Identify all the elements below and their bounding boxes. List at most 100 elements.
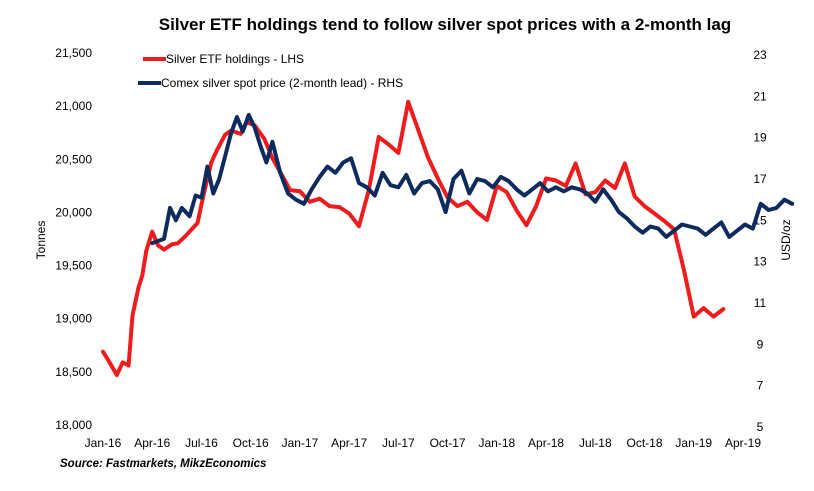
data-point	[348, 212, 351, 215]
data-point	[102, 350, 104, 353]
data-point	[358, 182, 360, 184]
data-point	[752, 227, 754, 230]
data-point	[460, 169, 463, 172]
data-point	[531, 188, 534, 191]
left-axis-tick-label: 18,000	[55, 418, 92, 432]
data-point	[767, 209, 770, 211]
source-note: Source: Fastmarkets, MikzEconomics	[60, 458, 266, 470]
data-point	[259, 145, 262, 147]
data-point	[271, 141, 274, 143]
data-point	[456, 205, 459, 207]
data-point	[377, 136, 380, 138]
right-axis-tick-label: 19	[753, 131, 767, 145]
data-point	[545, 177, 547, 180]
data-point	[437, 177, 439, 180]
right-axis-tick-label: 9	[757, 337, 764, 351]
data-point	[407, 101, 410, 103]
right-axis-tick-label: 7	[757, 379, 764, 393]
x-axis-tick-label: Apr-18	[528, 436, 564, 450]
x-axis-tick-label: Jan-19	[675, 436, 712, 450]
chart-title: Silver ETF holdings tend to follow silve…	[159, 15, 731, 34]
data-point	[224, 155, 226, 158]
data-point	[641, 231, 644, 234]
data-point	[525, 224, 528, 226]
data-point	[610, 198, 612, 201]
left-axis-tick-label: 20,000	[55, 205, 92, 219]
left-axis-tick-label: 18,500	[55, 365, 92, 379]
data-point	[350, 157, 352, 160]
left-axis-tick-label: 21,500	[55, 46, 92, 60]
data-point	[476, 178, 479, 180]
data-point	[759, 203, 762, 205]
data-point	[421, 182, 423, 184]
data-point	[791, 203, 793, 205]
data-point	[468, 192, 471, 195]
data-point	[334, 172, 337, 174]
data-point	[218, 178, 220, 180]
data-point	[200, 196, 203, 199]
data-point	[279, 172, 282, 174]
data-point	[663, 220, 665, 222]
data-point	[466, 201, 469, 203]
data-point	[163, 248, 165, 251]
data-point	[342, 161, 345, 164]
data-point	[649, 225, 652, 228]
data-point	[210, 161, 213, 164]
data-point	[163, 238, 165, 240]
data-point	[704, 234, 707, 236]
data-point	[565, 185, 567, 187]
right-axis-title: USD/oz	[779, 219, 793, 260]
data-point	[693, 315, 695, 318]
left-axis-title: Tonnes	[34, 221, 48, 260]
data-point	[570, 186, 573, 189]
data-point	[594, 200, 597, 203]
data-point	[188, 215, 191, 217]
data-point	[318, 197, 321, 200]
data-point	[212, 192, 215, 195]
x-axis-tick-label: Apr-17	[331, 436, 367, 450]
data-point	[523, 194, 526, 197]
x-axis-tick-label: Jul-17	[382, 436, 415, 450]
legend-label-comex: Comex silver spot price (2-month lead) -…	[161, 76, 403, 90]
data-point	[586, 192, 589, 195]
data-point	[253, 126, 256, 129]
data-point	[240, 133, 242, 135]
data-point	[190, 228, 193, 231]
left-y-axis: 18,000 18,500 19,000 19,500 20,000 20,500 21,0…	[55, 46, 92, 432]
data-point	[427, 156, 429, 158]
right-axis-tick-label: 21	[753, 89, 767, 103]
legend: Silver ETF holdings - LHS Comex silver s…	[138, 52, 403, 90]
data-point	[299, 190, 301, 192]
data-point	[366, 186, 368, 189]
data-point	[145, 249, 148, 252]
data-point	[643, 205, 646, 207]
data-point	[263, 138, 266, 140]
data-point	[417, 128, 419, 131]
data-point	[563, 190, 565, 193]
data-point	[444, 211, 447, 213]
data-point	[413, 192, 415, 195]
data-point	[673, 229, 675, 232]
x-axis-tick-label: Jul-18	[579, 436, 612, 450]
data-point	[405, 174, 408, 176]
data-point	[374, 194, 376, 197]
series-points-comex-price	[151, 114, 793, 244]
data-point	[151, 242, 153, 244]
data-point	[181, 207, 183, 209]
data-point	[624, 162, 626, 165]
data-point	[429, 180, 431, 182]
data-point	[696, 227, 699, 230]
data-point	[505, 191, 508, 193]
data-point	[452, 178, 455, 180]
right-axis-tick-label: 5	[757, 420, 764, 434]
data-point	[216, 148, 218, 151]
x-axis-tick-label: Jan-16	[85, 436, 122, 450]
data-point	[555, 179, 557, 182]
data-point	[310, 188, 313, 191]
data-point	[604, 179, 606, 182]
data-point	[247, 114, 250, 116]
data-point	[555, 186, 557, 189]
